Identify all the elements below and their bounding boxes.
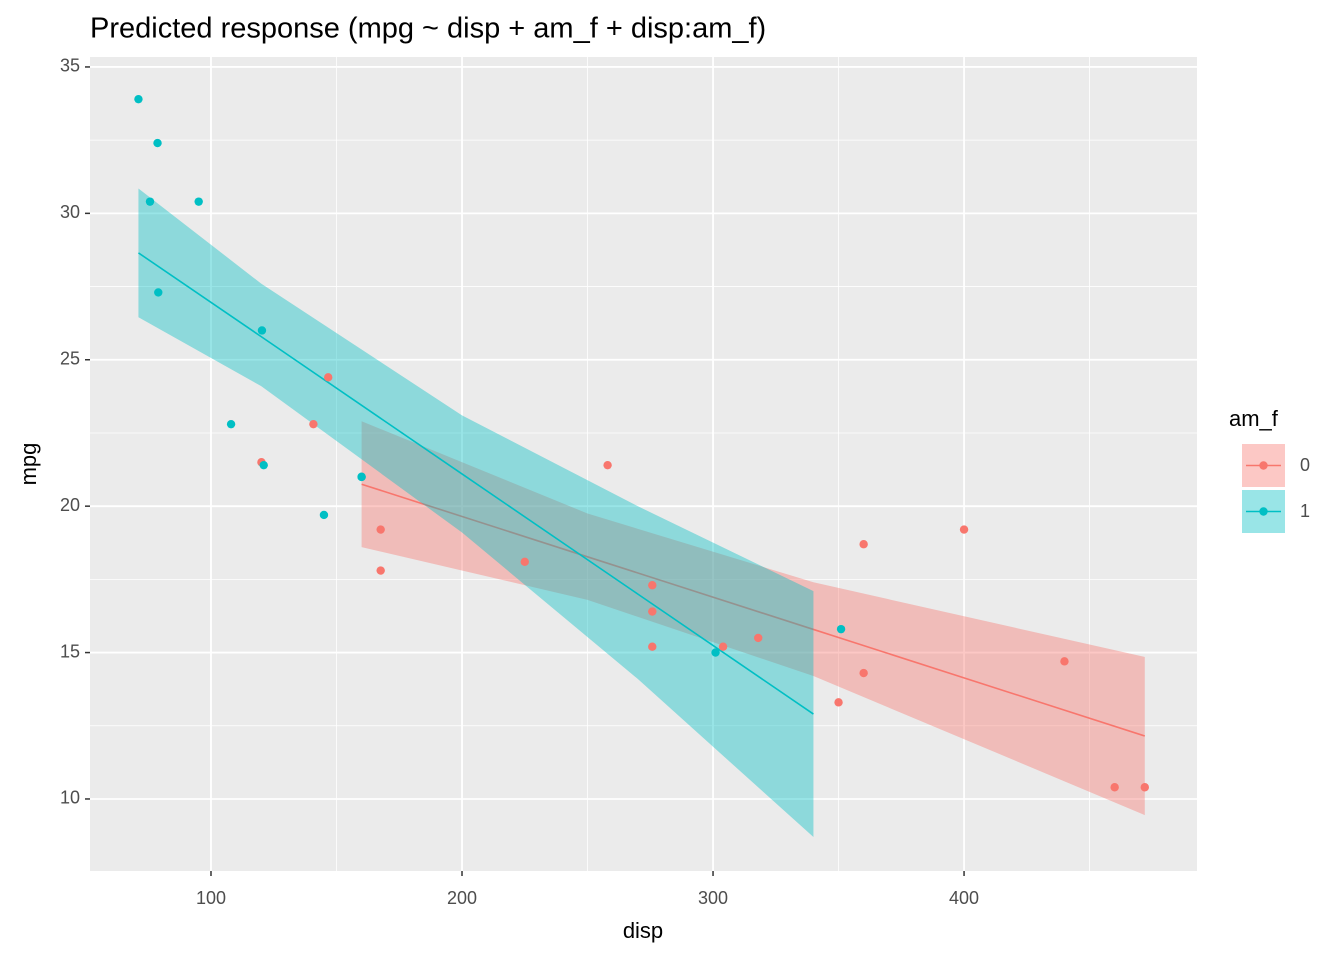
point [134, 94, 143, 104]
legend-label: 0 [1300, 455, 1310, 475]
point [959, 525, 969, 534]
point [357, 472, 366, 482]
legend-point [1259, 461, 1268, 470]
point [648, 581, 657, 590]
point [376, 566, 385, 575]
confidence-band [138, 188, 814, 838]
point [376, 525, 385, 534]
fit-line [137, 252, 814, 715]
x-axis-title: disp [623, 918, 663, 943]
point [718, 642, 728, 651]
point [754, 633, 763, 643]
confidence-band [361, 421, 1145, 816]
point [836, 624, 846, 634]
legend-label: 1 [1300, 501, 1310, 521]
y-tick-label: 20 [60, 495, 80, 515]
point [145, 197, 155, 206]
point [603, 460, 612, 470]
panel [90, 57, 1197, 871]
y-tick-label: 30 [60, 202, 80, 222]
y-tick-label: 35 [60, 56, 80, 76]
grid [85, 57, 1197, 876]
point [319, 510, 329, 520]
point [1140, 783, 1149, 792]
x-tick-label: 100 [196, 888, 226, 908]
point [309, 419, 318, 429]
x-tick-label: 200 [447, 888, 477, 908]
y-axis-title: mpg [16, 443, 41, 486]
point [324, 373, 333, 382]
y-tick-label: 15 [60, 641, 80, 661]
point [1110, 783, 1119, 792]
point [259, 460, 268, 470]
x-tick-label: 400 [949, 888, 979, 908]
legend-title: am_f [1229, 406, 1279, 431]
point [648, 607, 657, 616]
point [520, 557, 529, 566]
point [1060, 657, 1069, 666]
y-tick-label: 25 [60, 349, 80, 369]
y-tick-label: 10 [60, 788, 80, 808]
point [834, 698, 843, 707]
point [711, 648, 720, 657]
x-tick-label: 300 [698, 888, 728, 908]
fit-line [361, 483, 1146, 737]
marks [134, 94, 1149, 838]
point [859, 668, 868, 678]
legend-point [1259, 507, 1268, 516]
point [154, 288, 163, 297]
point [648, 642, 657, 651]
point [859, 540, 868, 549]
legend: 01 [1242, 444, 1310, 533]
chart-title: Predicted response (mpg ~ disp + am_f + … [90, 13, 766, 45]
point [257, 326, 267, 335]
point [194, 197, 203, 206]
point [153, 138, 162, 148]
point [226, 419, 236, 429]
